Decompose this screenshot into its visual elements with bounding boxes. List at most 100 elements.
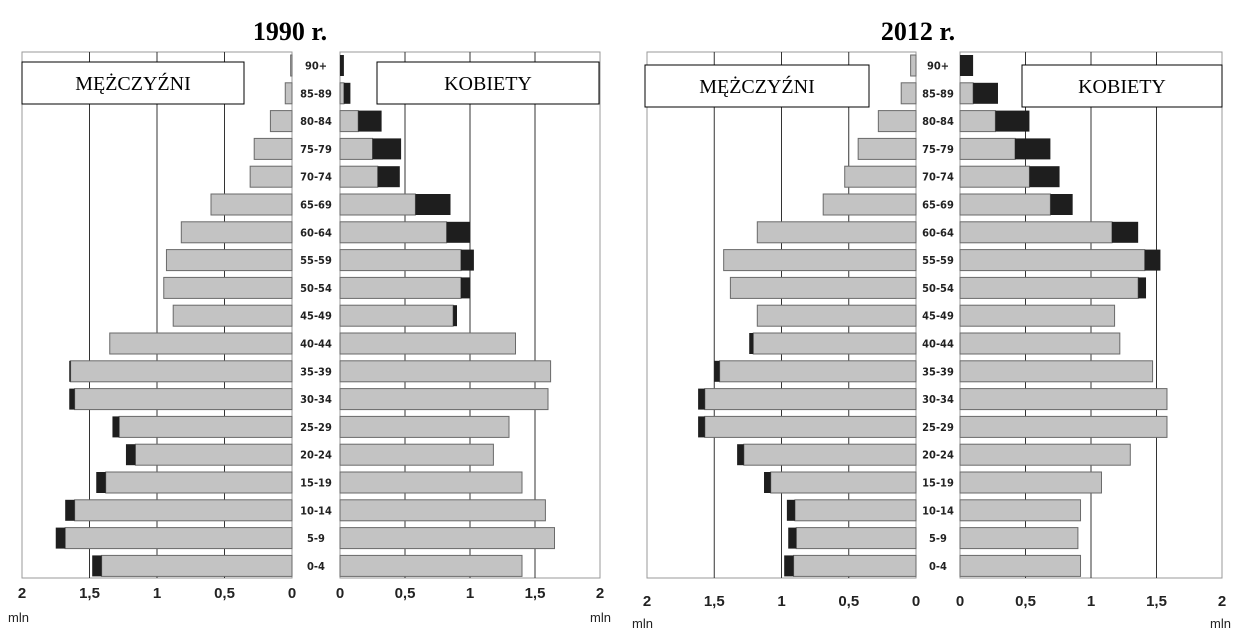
- bar-women: [339, 137, 373, 160]
- bar-women: [959, 304, 1116, 327]
- bar-men: [795, 527, 917, 550]
- bar-women-highlight: [960, 55, 974, 76]
- x-tick-label-men: 1: [153, 585, 161, 602]
- age-group-label: 10-14: [300, 504, 332, 517]
- men-label-box: [644, 64, 870, 108]
- bar-women: [959, 332, 1121, 355]
- bar-men: [109, 332, 293, 355]
- women-label: KOBIETY: [444, 73, 532, 95]
- bar-women: [339, 110, 359, 133]
- bar-men: [284, 82, 293, 105]
- age-group-label: 45-49: [922, 310, 954, 323]
- bar-women: [959, 471, 1102, 494]
- age-group-label: 20-24: [922, 449, 954, 462]
- age-group-label: 70-74: [922, 171, 954, 184]
- bar-women-highlight: [460, 249, 474, 271]
- age-group-label: 20-24: [300, 449, 332, 462]
- age-group-label: 60-64: [922, 226, 954, 239]
- age-group-label: 35-39: [922, 365, 954, 378]
- bar-men-highlight: [737, 444, 744, 466]
- age-group-label: 45-49: [300, 310, 332, 323]
- unit-label-women: mln: [1210, 616, 1231, 631]
- bar-men: [249, 165, 293, 188]
- age-group-label: 5-9: [929, 532, 947, 545]
- bar-women: [959, 499, 1082, 522]
- bar-men-highlight: [125, 444, 136, 466]
- bar-women: [339, 332, 516, 355]
- bar-women-highlight: [343, 82, 351, 104]
- age-group-label: 25-29: [300, 421, 332, 434]
- bar-women: [339, 360, 552, 383]
- bar-women: [339, 527, 555, 550]
- age-group-label: 35-39: [300, 365, 332, 378]
- age-group-label: 90+: [305, 60, 327, 73]
- bar-women-highlight: [372, 138, 402, 160]
- men-label: MĘŻCZYŹNI: [699, 75, 815, 98]
- bar-women-highlight: [1138, 277, 1147, 299]
- x-tick-label-men: 0: [288, 585, 296, 602]
- age-group-label: 75-79: [922, 143, 954, 156]
- bar-men: [269, 110, 293, 133]
- bar-women: [959, 110, 996, 133]
- bar-women: [959, 415, 1168, 438]
- age-group-label: 30-34: [922, 393, 954, 406]
- women-label: KOBIETY: [1078, 76, 1166, 98]
- age-group-label: 30-34: [300, 393, 332, 406]
- bar-men: [857, 137, 917, 160]
- bar-women: [339, 554, 523, 577]
- age-group-label: 25-29: [922, 421, 954, 434]
- men-label: MĘŻCZYŹNI: [75, 72, 191, 95]
- chart-title: 1990 r.: [253, 17, 327, 46]
- bar-women-highlight: [377, 166, 400, 188]
- bar-men-highlight: [714, 360, 720, 382]
- bar-men-highlight: [786, 499, 795, 521]
- x-tick-label-women: 1: [466, 585, 474, 602]
- bar-women: [339, 276, 462, 299]
- bar-men-highlight: [55, 527, 66, 549]
- age-group-label: 65-69: [922, 199, 954, 212]
- bar-men: [729, 276, 917, 299]
- bar-men-highlight: [96, 472, 106, 493]
- x-tick-label-men: 0: [912, 593, 920, 610]
- bar-men: [70, 360, 293, 383]
- bar-women: [959, 249, 1146, 272]
- bar-men-highlight: [69, 388, 75, 410]
- bar-women: [959, 137, 1016, 160]
- bar-men: [118, 415, 293, 438]
- x-tick-label-men: 1,5: [704, 593, 725, 610]
- bar-women: [339, 443, 494, 466]
- unit-label-women: mln: [590, 610, 611, 625]
- bar-men: [743, 443, 917, 466]
- bar-women-highlight: [973, 82, 998, 104]
- age-group-label: 85-89: [922, 87, 954, 100]
- bar-men-highlight: [698, 416, 705, 438]
- bar-women-highlight: [340, 55, 344, 76]
- bar-men: [910, 54, 917, 77]
- bar-men: [877, 110, 917, 133]
- x-tick-label-men: 1: [777, 593, 785, 610]
- bar-women-highlight: [446, 221, 470, 243]
- x-tick-label-women: 2: [1218, 593, 1226, 610]
- x-tick-label-women: 0,5: [395, 585, 416, 602]
- bar-women-highlight: [1015, 138, 1051, 160]
- x-tick-label-women: 0: [336, 585, 344, 602]
- x-tick-label-men: 2: [643, 593, 651, 610]
- unit-label-men: mln: [632, 616, 653, 631]
- bar-women: [959, 388, 1168, 411]
- age-group-label: 80-84: [300, 115, 332, 128]
- x-tick-label-women: 1: [1087, 593, 1095, 610]
- bar-men: [756, 304, 917, 327]
- bar-men-highlight: [764, 472, 771, 493]
- bar-men: [180, 221, 293, 244]
- bar-men: [210, 193, 293, 216]
- bar-women: [959, 527, 1079, 550]
- women-label-box: [376, 61, 600, 105]
- bar-men-highlight: [65, 499, 75, 521]
- bar-women: [339, 165, 379, 188]
- bar-men: [101, 554, 293, 577]
- age-group-label: 85-89: [300, 87, 332, 100]
- age-group-label: 10-14: [922, 504, 954, 517]
- bar-men: [844, 165, 917, 188]
- bar-men: [172, 304, 293, 327]
